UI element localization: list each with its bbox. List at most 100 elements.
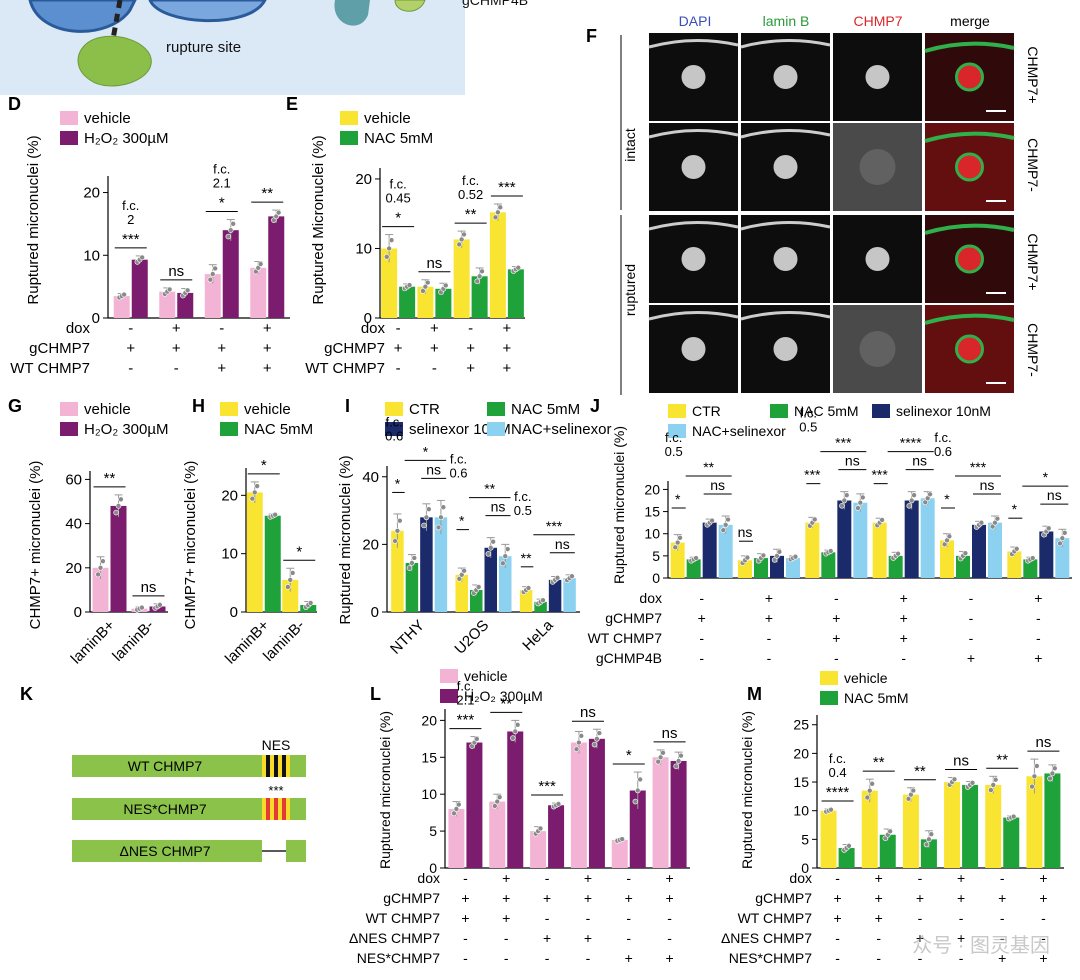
data-point	[406, 565, 413, 571]
legend-label: vehicle	[84, 401, 131, 418]
col-chmp7-label: CHMP7	[853, 13, 902, 29]
data-point	[924, 495, 931, 502]
bar	[391, 530, 404, 612]
bar	[821, 552, 836, 578]
fold-change-value: 2	[127, 212, 134, 227]
condition-mark: -	[1000, 870, 1005, 886]
legend-label: vehicle	[364, 110, 411, 127]
legend-swatch	[385, 422, 403, 436]
legend-swatch	[60, 402, 78, 416]
bar	[853, 502, 868, 578]
bar	[670, 542, 685, 578]
sig-label: **	[996, 751, 1008, 768]
sig-label: ns	[141, 579, 157, 596]
condition-mark: +	[765, 590, 773, 606]
condition-mark: -	[504, 930, 509, 946]
data-point	[249, 495, 256, 502]
condition-row-label: dox	[639, 590, 662, 606]
condition-mark: +	[900, 610, 908, 626]
data-point	[496, 794, 503, 800]
data-point	[540, 597, 546, 604]
bar	[250, 267, 267, 318]
rupture-site-label: rupture site	[166, 39, 241, 56]
y-tick-label: 25	[793, 717, 809, 733]
data-point	[537, 825, 544, 832]
data-point	[409, 560, 415, 566]
data-point	[911, 492, 917, 498]
condition-mark: -	[219, 320, 224, 337]
nes-star-construct-label: NES*CHMP7	[123, 801, 206, 817]
condition-row-label: WT CHMP7	[10, 360, 90, 377]
data-point	[272, 511, 278, 518]
data-point	[474, 736, 480, 742]
condition-mark: +	[900, 630, 908, 646]
data-point	[1034, 763, 1040, 769]
data-point	[157, 602, 163, 608]
data-point	[1057, 540, 1063, 547]
condition-row-label: WT CHMP7	[588, 630, 663, 646]
panel-letter: H	[192, 396, 205, 416]
micronucleus-signal	[681, 155, 706, 179]
condition-mark: +	[430, 340, 439, 357]
condition-mark: -	[699, 650, 704, 666]
data-point	[709, 517, 715, 524]
data-point	[792, 553, 799, 560]
data-point	[1029, 555, 1036, 561]
condition-mark: +	[1039, 890, 1047, 906]
sig-label: ****	[826, 784, 850, 801]
data-point	[988, 787, 994, 793]
data-point	[992, 519, 998, 526]
data-point	[420, 288, 426, 294]
data-point	[846, 843, 852, 849]
condition-mark: -	[834, 590, 839, 606]
condition-mark: -	[699, 630, 704, 646]
bar	[588, 738, 605, 868]
panel-letter: J	[590, 396, 600, 416]
bar	[92, 567, 109, 612]
condition-mark: +	[900, 590, 908, 606]
data-point	[655, 758, 661, 765]
data-point	[461, 231, 467, 238]
condition-mark: -	[463, 950, 468, 966]
dnes-construct-bar	[72, 840, 262, 862]
fold-change-label: f.c.	[800, 406, 817, 421]
condition-mark: -	[876, 950, 881, 966]
row4-label: CHMP7-	[1025, 323, 1041, 377]
data-point	[426, 506, 432, 513]
bar	[904, 500, 919, 578]
legend-label: CTR	[409, 401, 440, 418]
bar	[570, 742, 587, 868]
fold-change-value: 0.4	[829, 765, 847, 780]
watermark: 众号 · 图灵基因	[912, 934, 1050, 957]
condition-row-label: dox	[417, 870, 440, 886]
data-point	[1061, 530, 1068, 536]
y-tick-label: 0	[429, 860, 437, 876]
nucleus-shape	[28, 0, 137, 33]
data-point	[510, 735, 516, 741]
data-point	[307, 600, 314, 606]
y-tick-label: 40	[362, 469, 379, 486]
bar	[381, 248, 398, 318]
condition-mark: +	[584, 890, 592, 906]
micronucleus-signal	[681, 247, 706, 271]
data-point	[619, 836, 625, 842]
bar	[548, 579, 562, 612]
rupture-line	[109, 0, 123, 46]
data-point	[908, 791, 914, 798]
condition-mark: -	[767, 650, 772, 666]
condition-mark: -	[128, 320, 133, 337]
condition-mark: -	[463, 870, 468, 886]
y-tick-label: 0	[371, 604, 379, 621]
condition-mark: +	[957, 890, 965, 906]
bar	[879, 834, 896, 868]
sig-label: ns	[845, 453, 860, 469]
protein-shape	[334, 0, 370, 26]
bar	[159, 291, 176, 318]
panel-k: K NES WT CHMP7 *** NES*CHMP7 ΔNES CHMP7	[20, 684, 306, 862]
bar	[484, 547, 497, 612]
bar	[956, 555, 970, 578]
data-point	[910, 787, 917, 794]
bar	[944, 782, 961, 868]
